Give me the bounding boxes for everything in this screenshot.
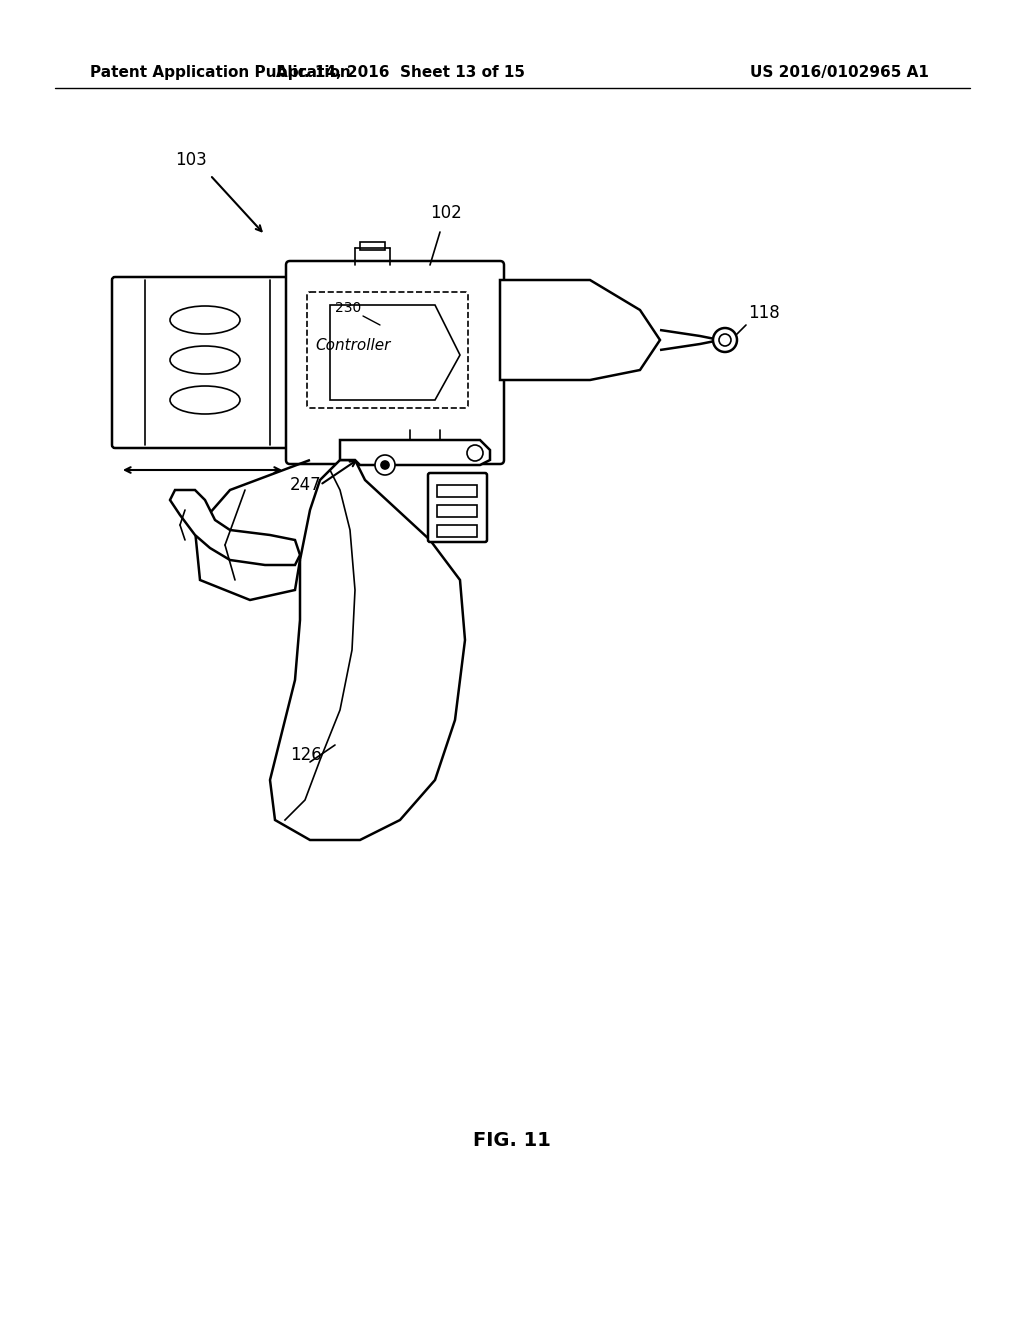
Polygon shape [270, 459, 465, 840]
Text: Patent Application Publication: Patent Application Publication [90, 65, 351, 79]
FancyBboxPatch shape [286, 261, 504, 465]
Polygon shape [340, 440, 490, 465]
Polygon shape [170, 490, 300, 565]
Circle shape [375, 455, 395, 475]
Text: 230: 230 [335, 301, 361, 315]
Circle shape [467, 445, 483, 461]
Text: 126: 126 [290, 746, 322, 764]
Text: 118: 118 [748, 304, 779, 322]
Ellipse shape [170, 306, 240, 334]
Text: Apr. 14, 2016  Sheet 13 of 15: Apr. 14, 2016 Sheet 13 of 15 [275, 65, 524, 79]
Circle shape [713, 327, 737, 352]
Circle shape [381, 461, 389, 469]
Polygon shape [500, 280, 660, 380]
Bar [437, 484, 477, 498]
Text: FIG. 11: FIG. 11 [473, 1130, 551, 1150]
Bar [437, 525, 477, 537]
Bar [360, 242, 385, 249]
Text: Controller: Controller [315, 338, 391, 352]
Text: 102: 102 [430, 205, 462, 222]
Text: 103: 103 [175, 150, 207, 169]
FancyBboxPatch shape [307, 292, 468, 408]
Text: 247: 247 [290, 477, 322, 494]
Text: US 2016/0102965 A1: US 2016/0102965 A1 [750, 65, 929, 79]
FancyBboxPatch shape [112, 277, 293, 447]
Ellipse shape [170, 385, 240, 414]
Bar [437, 506, 477, 517]
Polygon shape [330, 305, 460, 400]
Circle shape [719, 334, 731, 346]
FancyBboxPatch shape [428, 473, 487, 543]
Ellipse shape [170, 346, 240, 374]
